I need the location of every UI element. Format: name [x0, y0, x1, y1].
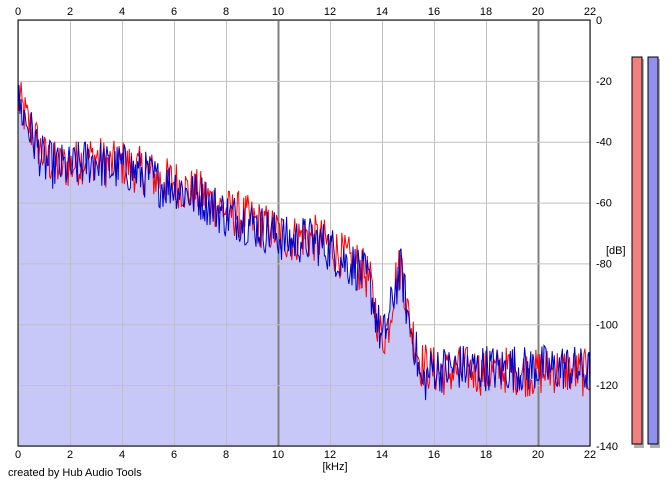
x-tick-label-bottom: 2	[67, 449, 73, 461]
plot-border	[17, 19, 591, 447]
x-tick-label-top: 2	[67, 6, 73, 18]
credit-text: created by Hub Audio Tools	[8, 467, 142, 479]
x-axis-label: [kHz]	[322, 461, 347, 473]
x-tick-label-top: 22	[584, 6, 596, 18]
x-tick-label-bottom: 4	[119, 449, 125, 461]
x-tick-label-bottom: 8	[223, 449, 229, 461]
y-tick-label: -140	[596, 441, 618, 453]
x-tick-label-bottom: 20	[532, 449, 544, 461]
x-tick-label-bottom: 22	[584, 449, 596, 461]
x-tick-label-bottom: 14	[376, 449, 388, 461]
x-tick-label-top: 18	[480, 6, 492, 18]
level-meter-left	[631, 56, 643, 445]
y-tick-label: -100	[596, 319, 618, 331]
series-line-right-channel	[17, 85, 591, 401]
y-tick-label: -80	[596, 258, 612, 270]
x-tick-label-top: 0	[15, 6, 21, 18]
x-tick-label-bottom: 12	[324, 449, 336, 461]
x-tick-label-top: 8	[223, 6, 229, 18]
spectrum-fill-area	[18, 85, 590, 446]
y-tick-label: -60	[596, 198, 612, 210]
x-tick-label-bottom: 16	[428, 449, 440, 461]
y-tick-label: -20	[596, 76, 612, 88]
x-tick-label-bottom: 0	[15, 449, 21, 461]
series-line-left-channel	[17, 82, 591, 398]
level-meter-right	[647, 56, 659, 445]
x-tick-label-top: 4	[119, 6, 125, 18]
y-tick-label: -40	[596, 137, 612, 149]
x-tick-label-bottom: 6	[171, 449, 177, 461]
y-tick-label: 0	[596, 15, 602, 27]
x-tick-label-bottom: 10	[272, 449, 284, 461]
x-tick-label-top: 10	[272, 6, 284, 18]
y-tick-label: -120	[596, 380, 618, 392]
x-tick-label-top: 16	[428, 6, 440, 18]
x-tick-label-top: 12	[324, 6, 336, 18]
x-tick-label-top: 6	[171, 6, 177, 18]
y-axis-label: [dB]	[606, 245, 626, 257]
x-tick-label-top: 14	[376, 6, 388, 18]
x-tick-label-bottom: 18	[480, 449, 492, 461]
x-tick-label-top: 20	[532, 6, 544, 18]
